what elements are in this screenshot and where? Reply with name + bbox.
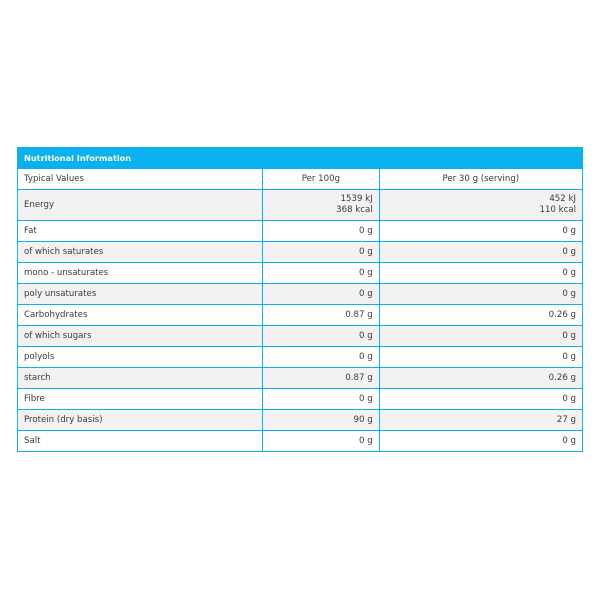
row-label: of which saturates [16, 241, 264, 263]
row-per-serving: 27 g [378, 409, 584, 431]
row-label: Energy [16, 189, 264, 221]
energy-per-serving-kcal: 110 kcal [539, 205, 577, 215]
row-per-serving: 0 g [378, 283, 584, 305]
row-label: Fibre [16, 388, 264, 410]
energy-per-100g-kj: 1539 kJ [340, 194, 373, 204]
row-per-serving: 0 g [378, 346, 584, 368]
row-per-100g: 0 g [262, 430, 380, 452]
row-per-100g: 0.87 g [262, 367, 380, 389]
row-per-100g: 0 g [262, 388, 380, 410]
row-per-serving: 0 g [378, 241, 584, 263]
energy-per-serving-kj: 452 kJ [549, 194, 576, 204]
header-typical-values: Typical Values [16, 168, 264, 190]
row-per-serving: 0 g [378, 430, 584, 452]
table-row: starch 0.87 g 0.26 g [16, 367, 584, 389]
energy-per-100g-kcal: 368 kcal [336, 205, 373, 215]
table-row: Carbohydrates 0.87 g 0.26 g [16, 304, 584, 326]
row-label: poly unsaturates [16, 283, 264, 305]
table-title: Nutritional Information [17, 147, 583, 169]
row-label: polyols [16, 346, 264, 368]
table-row-energy: Energy 1539 kJ 368 kcal 452 kJ 110 kcal [16, 189, 584, 221]
row-per-serving: 0 g [378, 325, 584, 347]
table-title-row: Nutritional Information [17, 147, 583, 169]
header-per-serving: Per 30 g (serving) [378, 168, 584, 190]
row-label: starch [16, 367, 264, 389]
row-per-100g: 0 g [262, 241, 380, 263]
energy-per-serving: 452 kJ 110 kcal [378, 189, 584, 221]
row-label: Fat [16, 220, 264, 242]
row-per-serving: 0 g [378, 388, 584, 410]
row-label: Carbohydrates [16, 304, 264, 326]
row-label: mono - unsaturates [16, 262, 264, 284]
nutrition-table: Nutritional Information Typical Values P… [16, 147, 584, 452]
row-per-100g: 90 g [262, 409, 380, 431]
header-per-100g: Per 100g [262, 168, 380, 190]
row-per-100g: 0 g [262, 283, 380, 305]
table-row: Protein (dry basis) 90 g 27 g [16, 409, 584, 431]
row-per-serving: 0.26 g [378, 304, 584, 326]
energy-per-100g: 1539 kJ 368 kcal [262, 189, 380, 221]
row-per-serving: 0.26 g [378, 367, 584, 389]
row-label: Salt [16, 430, 264, 452]
row-per-100g: 0.87 g [262, 304, 380, 326]
row-label: of which sugars [16, 325, 264, 347]
table-header-row: Typical Values Per 100g Per 30 g (servin… [16, 168, 584, 190]
row-per-100g: 0 g [262, 220, 380, 242]
row-label: Protein (dry basis) [16, 409, 264, 431]
row-per-100g: 0 g [262, 325, 380, 347]
row-per-serving: 0 g [378, 262, 584, 284]
row-per-100g: 0 g [262, 262, 380, 284]
row-per-serving: 0 g [378, 220, 584, 242]
row-per-100g: 0 g [262, 346, 380, 368]
